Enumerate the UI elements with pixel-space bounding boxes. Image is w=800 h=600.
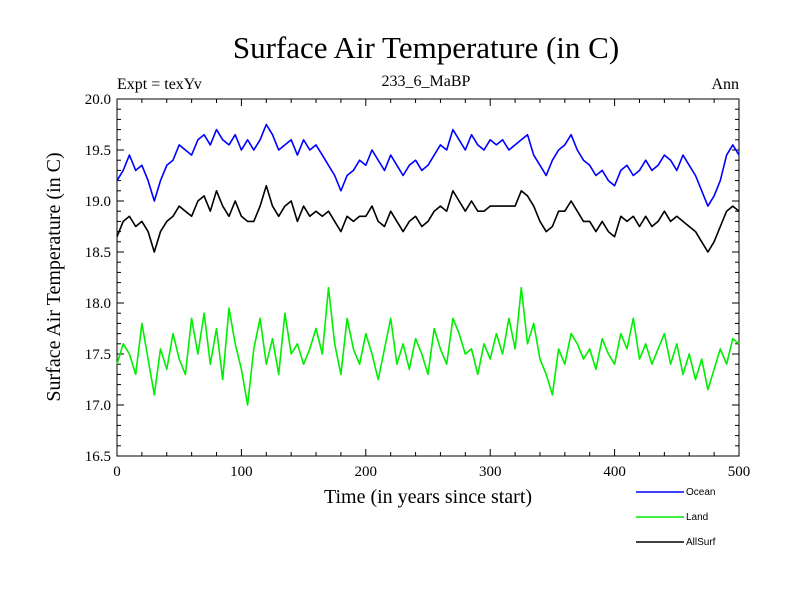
- y-tick-label: 19.0: [85, 194, 111, 210]
- y-tick-label: 18.5: [85, 245, 111, 261]
- experiment-label: Expt = texYv: [117, 76, 202, 93]
- series-group: [116, 123, 740, 406]
- chart-title: Surface Air Temperature (in C): [233, 30, 619, 65]
- x-tick-label: 500: [728, 464, 751, 480]
- x-tick-label: 300: [479, 464, 502, 480]
- y-tick-label: 17.5: [85, 347, 111, 363]
- legend-label-ocean: Ocean: [686, 487, 715, 498]
- legend-label-allsurf: AllSurf: [686, 537, 716, 548]
- legend-label-land: Land: [686, 512, 708, 523]
- series-line-ocean: [116, 123, 740, 207]
- x-tick-label: 400: [603, 464, 626, 480]
- run-label: 233_6_MaBP: [382, 73, 471, 90]
- x-tick-label: 100: [230, 464, 253, 480]
- y-tick-label: 17.0: [85, 398, 111, 414]
- season-label: Ann: [711, 76, 739, 93]
- series-line-allsurf: [116, 184, 740, 253]
- legend: Ocean Land AllSurf: [636, 487, 716, 548]
- y-axis-label: Surface Air Temperature (in C): [43, 152, 65, 401]
- y-tick-label: 19.5: [85, 143, 111, 159]
- y-tick-label: 20.0: [85, 92, 111, 108]
- plot-axes: 0 100 200 300 400 500 16.5 17.0 17.5 18.0 18.5 19.0…: [85, 92, 751, 480]
- x-tick-label: 0: [113, 464, 121, 480]
- series-line-land: [116, 286, 740, 406]
- y-tick-label: 18.0: [85, 296, 111, 312]
- plot-frame: [116, 98, 740, 457]
- y-tick-label: 16.5: [85, 449, 111, 465]
- x-axis-label: Time (in years since start): [324, 486, 532, 508]
- x-tick-label: 200: [355, 464, 378, 480]
